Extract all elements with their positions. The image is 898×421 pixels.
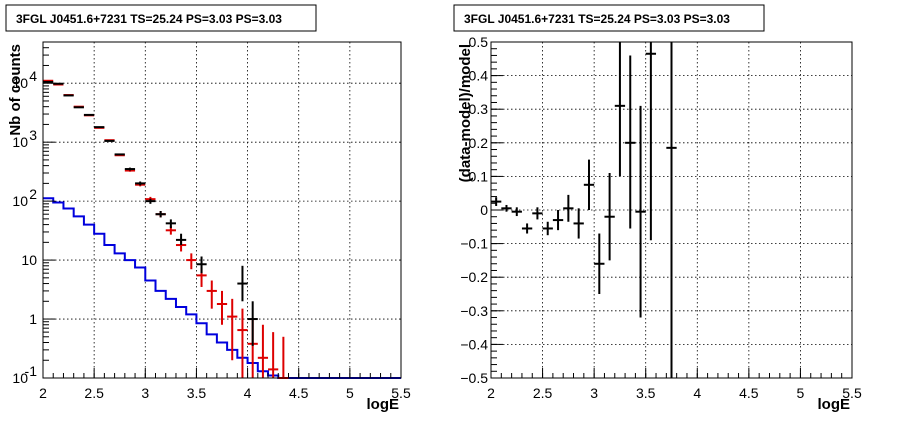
residual-point (563, 194, 574, 222)
counts-y-tick-exponent: 3 (29, 127, 37, 143)
residual-y-tick-label: −0.3 (460, 303, 488, 319)
model-series (43, 79, 289, 379)
counts-x-tick-label: 5.5 (391, 385, 411, 401)
residual-panel: 2 2.5 3 3.5 4 4.5 5 5.5 −0.5 −0.4 −0.3 −0.2 −0.1 0 0.1… (453, 4, 862, 413)
data-point (165, 219, 176, 229)
data-series (43, 80, 258, 346)
counts-title-box (5, 4, 317, 32)
counts-y-tick-exponent: 2 (29, 186, 37, 202)
data-point (247, 301, 258, 346)
counts-y-axis-label: Nb of counts (7, 44, 24, 136)
residual-point (491, 197, 502, 206)
residual-y-tick-label: 0.5 (469, 34, 489, 50)
counts-y-tick-label: 10 (12, 370, 28, 386)
residual-x-tick-label: 3 (590, 385, 598, 401)
residual-point (573, 208, 584, 239)
residual-point (501, 204, 512, 212)
residual-y-tick-label: −0.5 (460, 370, 488, 386)
residual-series (491, 42, 677, 378)
counts-y-tick-exponent: 4 (29, 68, 37, 84)
model-point (216, 290, 228, 325)
residual-y-tick-label: 0 (480, 202, 488, 218)
model-point (268, 332, 279, 378)
counts-x-tick-label: 2 (39, 385, 47, 401)
residual-point (594, 233, 605, 294)
counts-x-tick-label: 3.5 (187, 385, 207, 401)
residual-y-tick-label: 0.2 (469, 135, 489, 151)
residual-x-tick-label: 2 (487, 385, 495, 401)
counts-x-axis-label: logE (367, 396, 400, 413)
counts-y-tick-label: 10 (12, 134, 28, 150)
residual-y-tick-label: −0.2 (460, 269, 488, 285)
data-point (175, 233, 187, 246)
residual-point (511, 207, 522, 217)
residual-point (666, 42, 677, 378)
residual-x-tick-label: 4 (693, 385, 701, 401)
data-point (237, 265, 248, 302)
counts-y-tick-label: 10 (12, 193, 28, 209)
residual-point (583, 159, 595, 210)
residual-point (625, 55, 636, 229)
counts-y-tick-label: 1 (29, 311, 37, 327)
residual-point (645, 42, 657, 241)
residual-y-axis-label: (data-model)/model (457, 44, 474, 182)
residual-x-tick-label: 2.5 (533, 385, 553, 401)
residual-point (521, 223, 533, 234)
residual-x-tick-label: 5.5 (842, 385, 862, 401)
residual-point (604, 173, 615, 261)
background-histogram (43, 197, 401, 379)
counts-y-tick-exponent: -1 (25, 363, 38, 379)
residual-x-tick-label: 4.5 (739, 385, 759, 401)
background-histogram-line (43, 197, 401, 379)
residual-y-tick-label: 0.3 (469, 101, 489, 117)
counts-x-tick-label: 2.5 (84, 385, 104, 401)
data-point (145, 198, 156, 204)
model-point (278, 336, 289, 379)
counts-x-tick-label: 3 (141, 385, 149, 401)
counts-x-tick-label: 4.5 (289, 385, 309, 401)
counts-x-tick-label: 4 (244, 385, 252, 401)
model-point (186, 253, 197, 270)
residual-point (532, 207, 543, 220)
residual-point (635, 105, 646, 318)
residual-x-tick-label: 3.5 (636, 385, 656, 401)
residual-point (552, 210, 564, 231)
residual-y-tick-label: −0.4 (460, 336, 488, 352)
data-point (135, 181, 146, 186)
residual-point (614, 42, 626, 177)
counts-frame (42, 41, 402, 379)
model-point (206, 280, 217, 309)
data-point (124, 167, 136, 171)
residual-x-axis-label: logE (818, 396, 851, 413)
counts-x-tick-label: 5 (346, 385, 354, 401)
model-point (257, 324, 269, 378)
residual-grid (491, 42, 852, 378)
counts-grid (43, 42, 401, 378)
counts-title: 3FGL J0451.6+7231 TS=25.24 PS=3.03 PS=3.… (16, 12, 282, 26)
residual-y-tick-label: 0.4 (469, 68, 489, 84)
residual-title: 3FGL J0451.6+7231 TS=25.24 PS=3.03 PS=3.… (464, 12, 730, 26)
residual-x-tick-label: 5 (797, 385, 805, 401)
residual-y-tick-label: 0.1 (469, 168, 489, 184)
residual-title-box (453, 4, 765, 32)
residual-point (542, 221, 553, 236)
residual-y-tick-label: −0.1 (460, 236, 488, 252)
counts-y-tick-label: 10 (12, 75, 28, 91)
data-point (155, 211, 166, 218)
counts-y-tick-label: 10 (21, 252, 37, 268)
residual-axes: 2 2.5 3 3.5 4 4.5 5 5.5 −0.5 −0.4 −0.3 −0.2 −0.1 0 0.1… (460, 34, 862, 401)
data-point (196, 256, 207, 274)
model-point (237, 308, 248, 378)
model-point (227, 298, 238, 361)
